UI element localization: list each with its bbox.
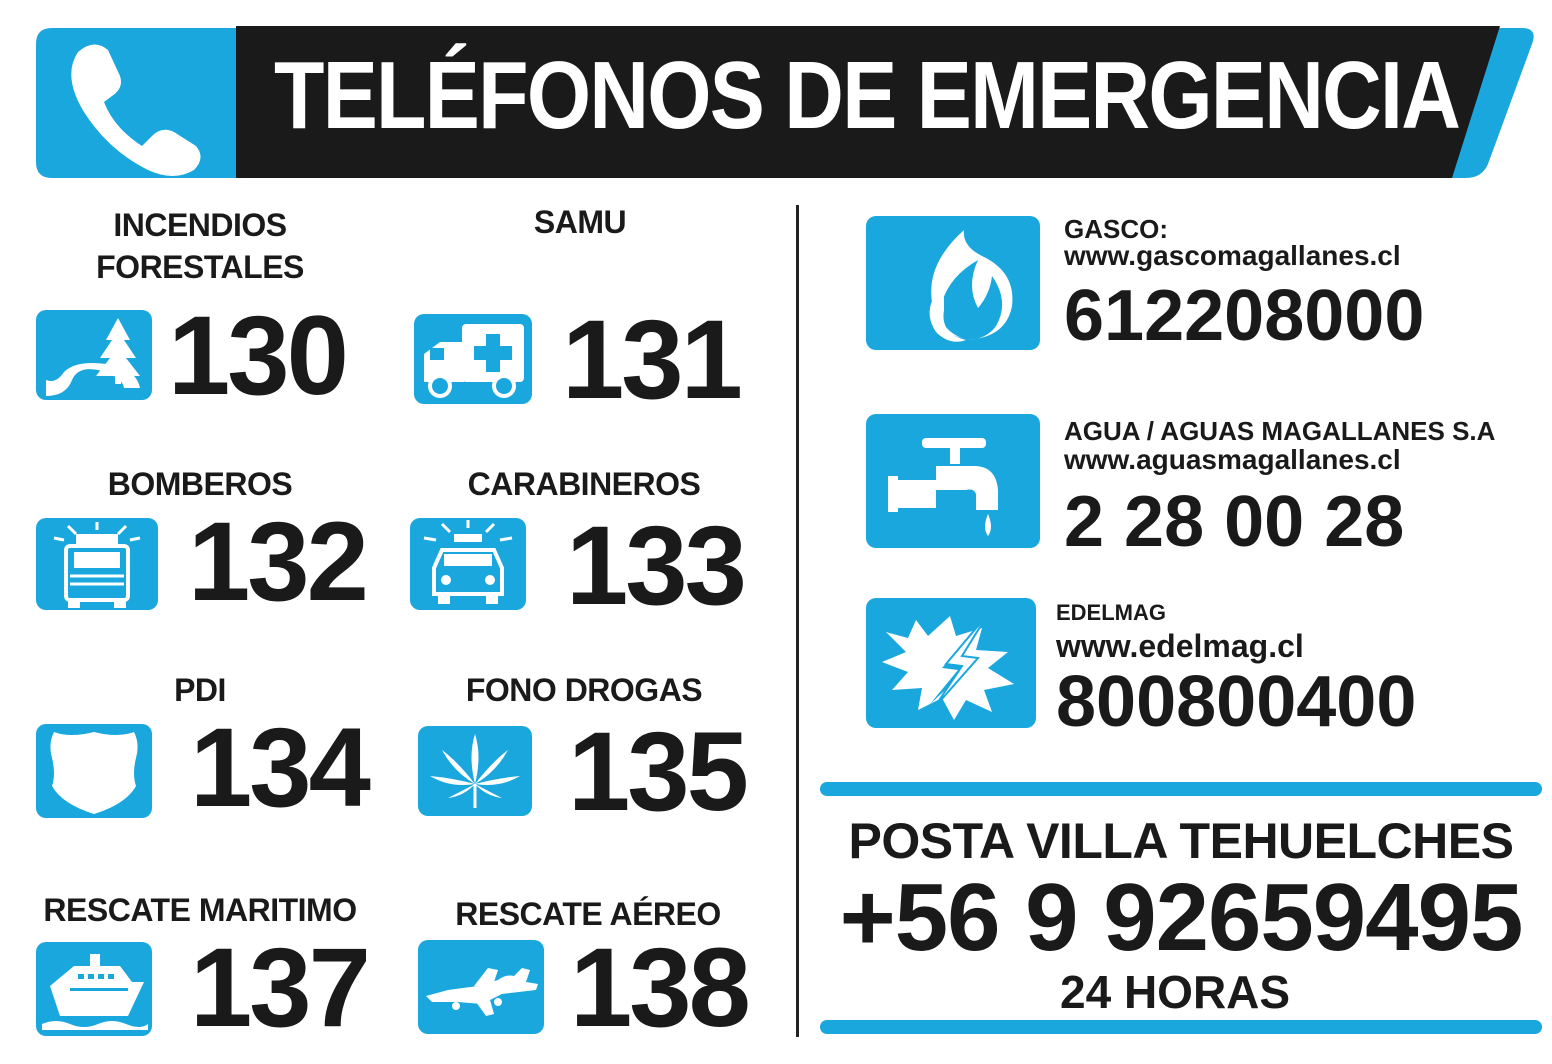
cannabis-leaf-icon <box>418 726 532 816</box>
service-label-incendios: INCENDIOS FORESTALES <box>60 204 340 288</box>
utility-url[interactable]: www.edelmag.cl <box>1056 628 1304 664</box>
service-label-line: INCENDIOS <box>113 207 287 243</box>
service-number: 138 <box>570 925 751 1050</box>
service-number: 132 <box>188 499 369 624</box>
banner-shape <box>36 26 1534 178</box>
ambulance-icon <box>414 314 532 404</box>
posta-phone: +56 9 92659495 <box>839 864 1524 971</box>
utility-url[interactable]: www.aguasmagallanes.cl <box>1064 444 1401 475</box>
service-number: 130 <box>168 293 349 418</box>
phone-icon <box>71 44 201 176</box>
flame-icon <box>866 216 1040 350</box>
ship-icon <box>36 942 152 1036</box>
header-banner: TELÉFONOS DE EMERGENCIA <box>0 0 1552 190</box>
utility-name-edelmag: EDELMAG <box>1056 600 1166 625</box>
service-label-fono-drogas: FONO DROGAS <box>465 672 703 708</box>
service-label-line: FORESTALES <box>96 249 304 285</box>
utility-phone: 612208000 <box>1064 276 1425 356</box>
service-number: 135 <box>568 709 749 834</box>
service-label-rescate-aereo: RESCATE AÉREO <box>455 896 721 932</box>
forest-road-icon <box>36 310 152 400</box>
police-car-icon <box>410 518 526 610</box>
utility-name-gasco: GASCO: <box>1064 214 1168 244</box>
service-label-pdi: PDI <box>174 672 226 708</box>
service-label-rescate-maritimo: RESCATE MARITIMO <box>43 892 357 928</box>
service-number: 137 <box>190 925 371 1050</box>
service-label-carabineros: CARABINEROS <box>467 466 701 502</box>
lightning-icon <box>866 598 1036 728</box>
airplane-icon <box>418 940 544 1034</box>
posta-title: POSTA VILLA TEHUELCHES <box>848 813 1514 869</box>
service-label-samu: SAMU <box>533 204 627 240</box>
utility-phone: 800800400 <box>1056 662 1417 742</box>
posta-hours: 24 HORAS <box>1060 966 1291 1018</box>
service-number: 133 <box>566 503 747 628</box>
water-tap-icon <box>866 414 1040 548</box>
page-title: TELÉFONOS DE EMERGENCIA <box>274 42 1461 149</box>
utility-url[interactable]: www.gascomagallanes.cl <box>1064 240 1401 271</box>
service-number: 134 <box>190 705 371 830</box>
section-rule-bottom <box>820 1020 1542 1034</box>
service-label-bomberos: BOMBEROS <box>107 466 293 502</box>
utility-name-agua: AGUA / AGUAS MAGALLANES S.A <box>1064 416 1496 446</box>
utility-phone: 2 28 00 28 <box>1064 482 1405 562</box>
service-number: 131 <box>562 297 743 422</box>
shield-icon <box>36 724 152 818</box>
column-divider <box>796 205 799 1037</box>
fire-truck-icon <box>36 518 158 610</box>
section-rule-top <box>820 782 1542 796</box>
